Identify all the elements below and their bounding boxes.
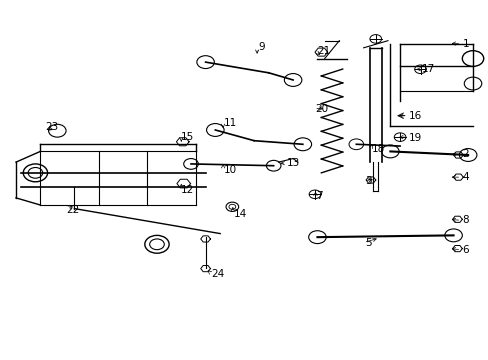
Text: 14: 14 (233, 208, 246, 219)
Text: 1: 1 (461, 39, 468, 49)
Text: 4: 4 (461, 172, 468, 182)
Text: 23: 23 (45, 122, 58, 132)
Text: 11: 11 (224, 118, 237, 128)
Text: 22: 22 (66, 204, 79, 215)
Text: 20: 20 (314, 104, 327, 113)
Text: 10: 10 (224, 165, 237, 175)
Text: 6: 6 (461, 245, 468, 255)
Text: 15: 15 (180, 132, 193, 142)
Text: 19: 19 (408, 133, 421, 143)
Text: 17: 17 (421, 64, 434, 73)
Text: 5: 5 (365, 238, 371, 248)
Text: 2: 2 (461, 149, 468, 159)
Text: 9: 9 (258, 42, 264, 52)
Text: 21: 21 (317, 46, 330, 57)
Text: 8: 8 (461, 215, 468, 225)
Text: 16: 16 (408, 111, 421, 121)
Text: 13: 13 (287, 158, 300, 168)
Text: 24: 24 (211, 269, 224, 279)
Text: 18: 18 (371, 144, 385, 154)
Text: 12: 12 (180, 185, 193, 195)
Text: 3: 3 (365, 176, 371, 186)
Text: 7: 7 (316, 192, 323, 202)
